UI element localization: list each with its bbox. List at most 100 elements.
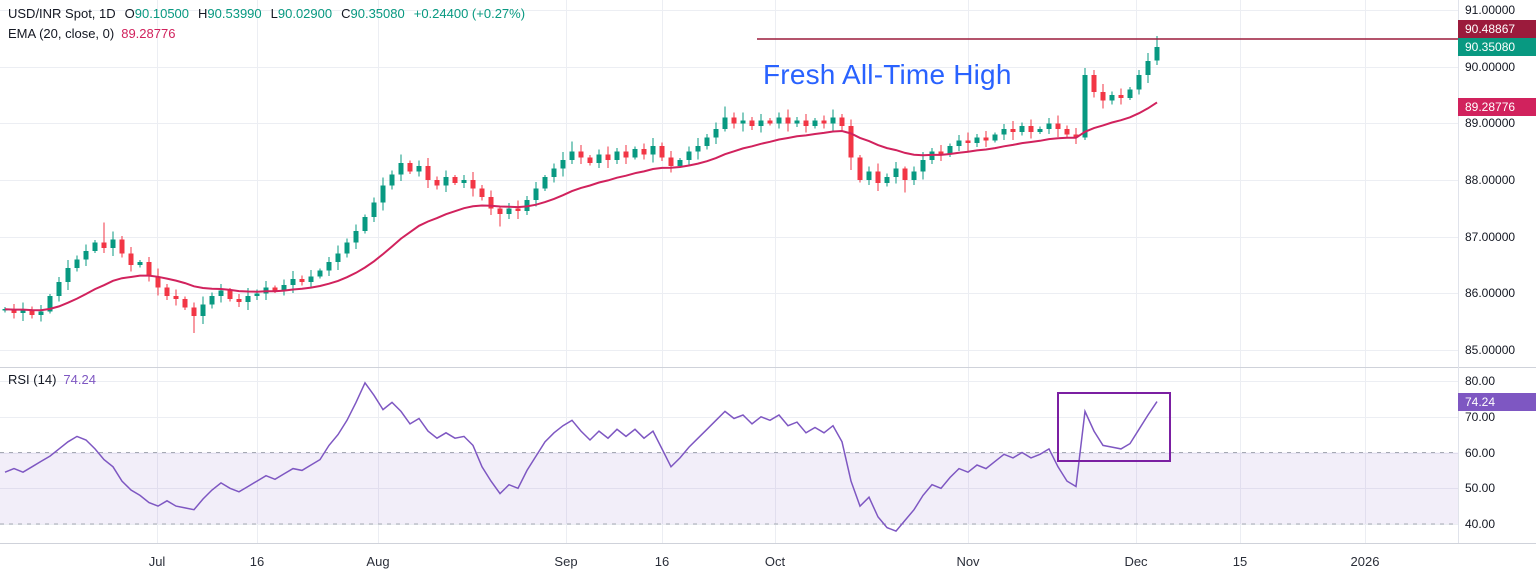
rsi-tick-label: 70.00 xyxy=(1465,409,1496,424)
ath-annotation-text[interactable]: Fresh All-Time High xyxy=(763,59,1012,90)
candle xyxy=(137,259,143,268)
candle xyxy=(92,240,98,254)
candle xyxy=(1091,70,1097,98)
ohlc-close-label: C xyxy=(341,6,351,21)
candle xyxy=(407,160,413,174)
candle xyxy=(1136,70,1142,95)
candle xyxy=(776,112,782,129)
candle xyxy=(983,131,989,147)
candle xyxy=(146,257,152,282)
candle xyxy=(587,155,593,166)
candle xyxy=(434,176,440,190)
candle xyxy=(416,160,422,177)
candle xyxy=(452,174,458,186)
candle xyxy=(425,157,431,188)
candle xyxy=(731,112,737,129)
candle xyxy=(1037,126,1043,135)
candle xyxy=(965,132,971,152)
candle xyxy=(956,135,962,152)
price-tick-label: 90.00000 xyxy=(1465,59,1516,74)
candle xyxy=(218,284,224,303)
candle xyxy=(110,231,116,256)
price-axis[interactable]: 90.48867 90.35080 89.28776 74.24 91.0000… xyxy=(1458,0,1536,543)
ema-price-badge: 89.28776 xyxy=(1458,98,1536,117)
candle xyxy=(650,138,656,163)
rsi-legend: RSI (14) 74.24 xyxy=(8,372,96,387)
candle xyxy=(920,152,926,180)
ath-price-badge: 90.48867 xyxy=(1458,19,1536,38)
candle xyxy=(83,244,89,266)
time-axis-label: 16 xyxy=(654,554,670,569)
candle xyxy=(767,118,773,126)
candle xyxy=(335,245,341,271)
candle xyxy=(236,293,242,307)
candle xyxy=(632,146,638,160)
ema-value: 89.28776 xyxy=(121,26,176,41)
candle xyxy=(605,146,611,169)
rsi-value-badge: 74.24 xyxy=(1458,392,1536,411)
price-tick-label: 85.00000 xyxy=(1465,343,1516,357)
ohlc-low-label: L xyxy=(270,6,278,21)
price-tick-label: 88.00000 xyxy=(1465,173,1516,187)
candle xyxy=(668,150,674,173)
ohlc-open-label: O xyxy=(124,6,135,21)
candle xyxy=(497,206,503,227)
candle xyxy=(1046,118,1052,135)
candle xyxy=(1028,119,1034,139)
ohlc-close-value: 90.35080 xyxy=(350,6,405,21)
rsi-highlight-box[interactable] xyxy=(1057,392,1171,462)
candle xyxy=(119,235,125,258)
candle xyxy=(533,182,539,207)
candle xyxy=(704,133,710,150)
candle xyxy=(470,172,476,197)
candle xyxy=(1145,53,1151,84)
candle xyxy=(569,141,575,164)
last-price-badge: 90.35080 xyxy=(1458,37,1536,56)
time-axis-label: Sep xyxy=(554,554,578,569)
symbol-legend: USD/INR Spot, 1D O90.10500 H90.53990 L90.02… xyxy=(8,6,525,21)
candle xyxy=(479,184,485,201)
candle xyxy=(308,269,314,289)
candle xyxy=(281,279,287,296)
candle xyxy=(686,146,692,166)
candle xyxy=(614,148,620,164)
candle xyxy=(1109,91,1115,105)
candle xyxy=(506,203,512,220)
candle xyxy=(353,224,359,249)
candle xyxy=(38,304,44,322)
candle xyxy=(875,163,881,191)
rsi-line xyxy=(4,381,1158,532)
candle xyxy=(200,296,206,324)
candle xyxy=(101,222,107,254)
candle xyxy=(182,296,188,310)
candle xyxy=(326,257,332,276)
candle xyxy=(722,106,728,132)
rsi-tick-label: 40.00 xyxy=(1465,517,1496,531)
candle xyxy=(155,268,161,296)
candle xyxy=(65,259,71,290)
rsi-band xyxy=(0,452,1458,524)
candle xyxy=(974,133,980,147)
candle xyxy=(839,114,845,130)
candle xyxy=(695,138,701,160)
candle xyxy=(1073,128,1079,144)
candle xyxy=(488,190,494,215)
candle xyxy=(1055,115,1061,137)
candle xyxy=(1154,36,1160,65)
time-axis[interactable]: Jul 16 Aug Sep 16 Oct Nov Dec 15 2026 xyxy=(0,544,1536,581)
candle xyxy=(992,132,998,143)
candle xyxy=(1100,84,1106,109)
time-axis-label: 2026 xyxy=(1350,554,1380,569)
candle xyxy=(47,293,53,314)
candle xyxy=(830,109,836,132)
candle xyxy=(929,148,935,164)
candle xyxy=(443,170,449,193)
candle xyxy=(893,162,899,184)
candle xyxy=(659,142,665,161)
candlestick-series xyxy=(2,36,1160,333)
price-tick-label: 86.00000 xyxy=(1465,286,1516,301)
time-axis-label: 15 xyxy=(1232,554,1248,569)
candle xyxy=(551,163,557,183)
